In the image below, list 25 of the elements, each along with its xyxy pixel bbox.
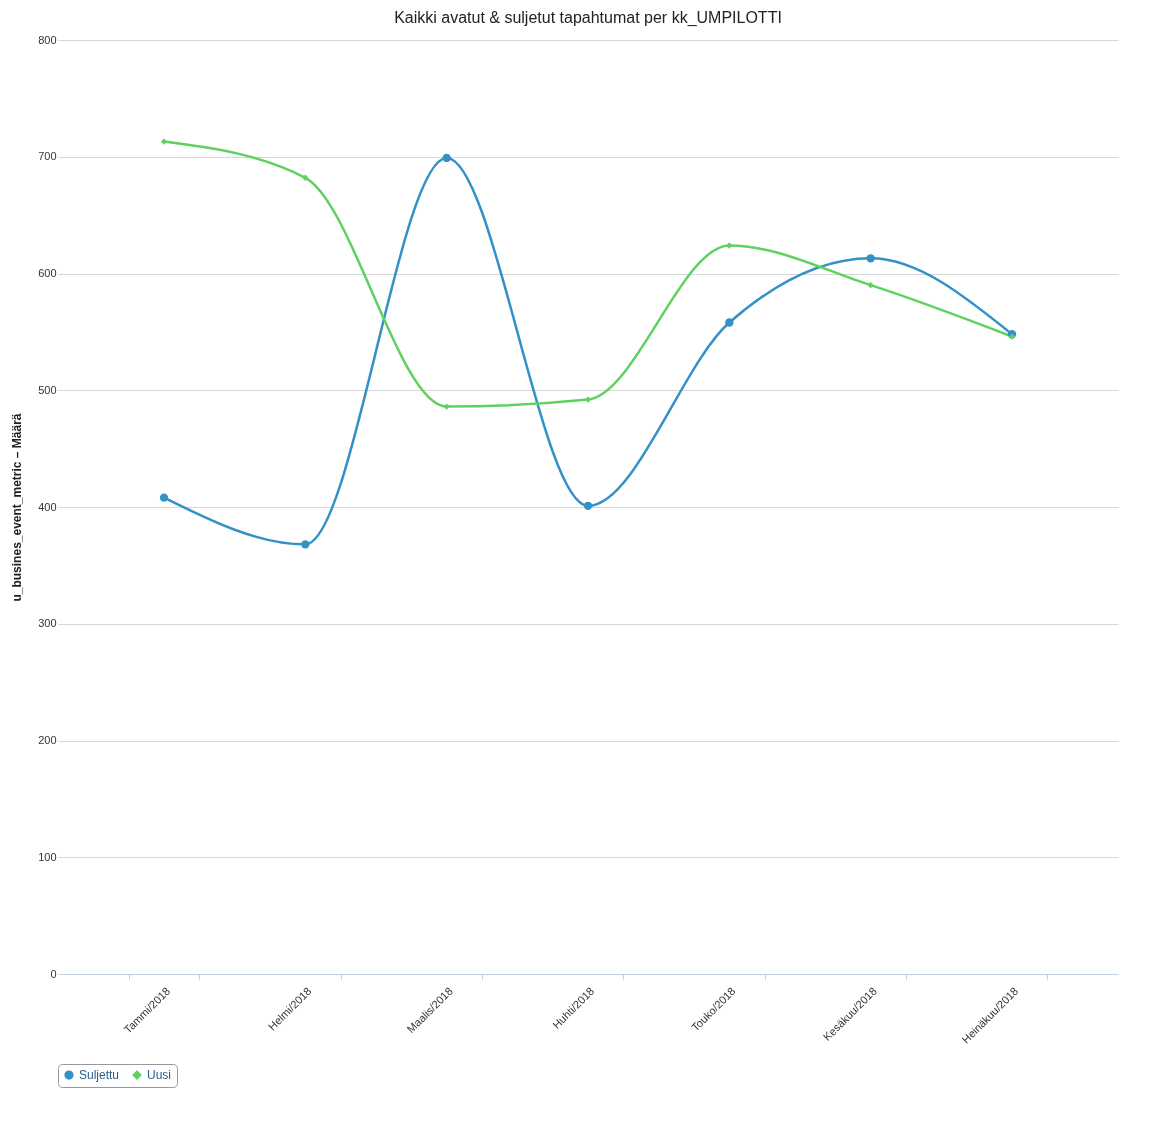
y-tick-label: 700 [38,150,57,163]
y-tick-label: 400 [38,500,57,513]
chart-title: Kaikki avatut & suljetut tapahtumat per kk_UMPILOTTI [394,9,782,27]
point [442,153,451,163]
point [159,493,169,502]
y-tick-label: 800 [38,33,57,46]
point [725,318,734,327]
point [584,396,592,403]
point [866,254,875,263]
point [443,403,450,410]
point [867,282,874,289]
y-tick-label: 500 [38,383,57,396]
point [302,174,309,181]
y-axis-title: u_busines_event_metric – Määrä [10,413,25,602]
y-tick-label: 600 [38,267,57,279]
y-tick-label: 100 [38,850,57,863]
point [301,540,310,549]
y-tick-label: 300 [38,617,57,630]
point [160,138,168,145]
point [726,242,733,249]
point [583,501,593,511]
y-tick-label: 200 [38,734,57,746]
legend-label: Uusi [147,1068,172,1083]
legend-label: Suljettu [79,1068,120,1083]
y-tick-label: 0 [50,967,57,980]
